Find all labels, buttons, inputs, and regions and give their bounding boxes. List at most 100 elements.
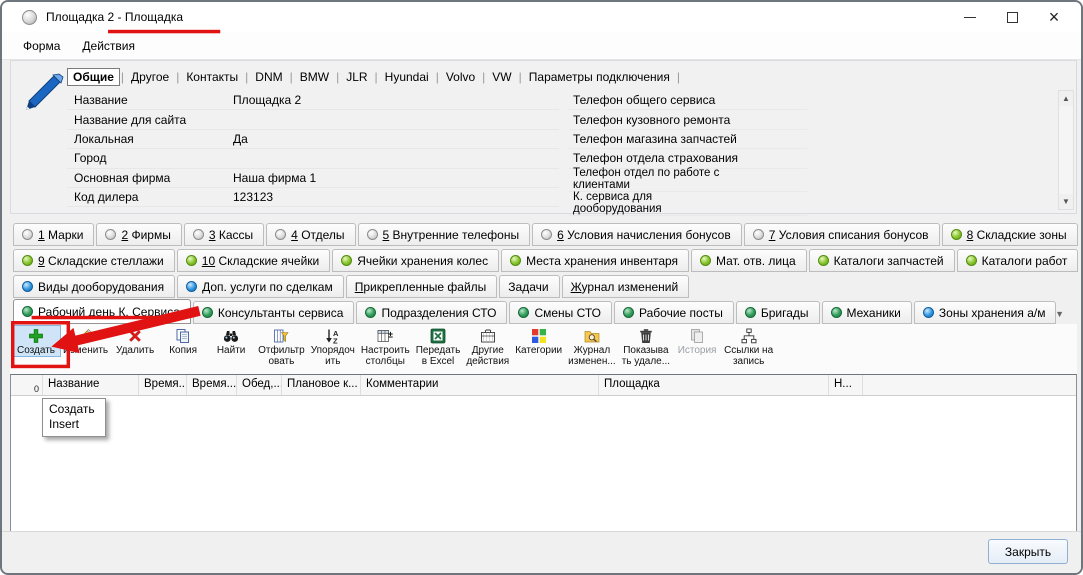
toolbar-button-label: Другие действия: [466, 345, 510, 367]
toolbar-button-excel[interactable]: Передать в Excel: [413, 326, 464, 367]
field-value[interactable]: Да: [233, 131, 248, 146]
detail-tab[interactable]: 1 Марки: [13, 223, 95, 246]
form-tab-4[interactable]: DNM: [255, 69, 283, 84]
form-tab-5[interactable]: BMW: [299, 69, 330, 84]
grid-column-header[interactable]: Обед,...: [237, 375, 282, 395]
detail-tab-text: Складские зоны: [973, 227, 1067, 242]
detail-tab[interactable]: Смены СТО: [509, 301, 613, 324]
detail-tab[interactable]: 5 Внутренние телефоны: [357, 223, 531, 246]
field-value[interactable]: 123123: [233, 190, 274, 205]
detail-tab-label: 7 Условия списания бонусов: [768, 227, 929, 242]
toolbar-button-trash[interactable]: Показыва ть удале...: [619, 326, 673, 367]
form-scrollbar[interactable]: ▲ ▼: [1058, 90, 1074, 210]
detail-tab[interactable]: 6 Условия начисления бонусов: [532, 223, 742, 246]
detail-tab[interactable]: Каталоги запчастей: [808, 249, 955, 272]
detail-tab[interactable]: Подразделения СТО: [356, 301, 508, 324]
form-tab-1[interactable]: Общие: [67, 67, 120, 86]
close-form-button[interactable]: Закрыть: [988, 539, 1068, 564]
grid-toolbar: Создать Изменить Удалить Копия Найти Отфильтр…: [10, 324, 1077, 374]
grid-column-header[interactable]: Время...: [187, 375, 237, 395]
form-tab-10[interactable]: Параметры подключения: [528, 69, 670, 84]
toolbar-button-links[interactable]: Ссылки на запись: [721, 326, 776, 367]
detail-tab-text: Мат. отв. лица: [716, 253, 796, 268]
toolbar-button-filter[interactable]: Отфильтр овать: [255, 326, 308, 367]
grid-column-header[interactable]: Площадка: [599, 375, 829, 395]
detail-tab[interactable]: 4 Отделы: [266, 223, 356, 246]
grid-column-header[interactable]: 0: [11, 375, 43, 395]
grid-column-header[interactable]: Комментарии: [361, 375, 599, 395]
tab-divider: |: [518, 69, 522, 84]
field-label: Телефон отдела страхования: [573, 151, 739, 166]
detail-tab-label: Рабочие посты: [639, 306, 723, 320]
toolbar-button-delete[interactable]: Удалить: [111, 326, 159, 356]
toolbar-button-pencil[interactable]: Изменить: [60, 326, 111, 356]
toolbar-button-plus[interactable]: Создать: [11, 325, 61, 357]
detail-tab[interactable]: Рабочий день К. Сервиса: [13, 299, 191, 324]
detail-tab-label: 4 Отделы: [291, 227, 345, 242]
detail-tab[interactable]: Прикрепленные файлы: [345, 275, 498, 298]
scroll-down-icon[interactable]: ▼: [1059, 194, 1073, 209]
field-label: Основная фирма: [74, 170, 171, 185]
menu-item-forma[interactable]: Форма: [23, 38, 61, 53]
toolbar-button-binoculars[interactable]: Найти: [207, 326, 255, 356]
grid-column-header[interactable]: Название: [43, 375, 139, 395]
form-tab-8[interactable]: Volvo: [445, 69, 476, 84]
detail-tab[interactable]: 2 Фирмы: [96, 223, 182, 246]
tab-overflow-icon[interactable]: ▼: [1055, 309, 1064, 319]
toolbar-button-columns[interactable]: ± Настроить столбцы: [358, 326, 413, 368]
detail-tab-text: Доп. услуги по сделкам: [202, 279, 333, 294]
detail-tab-text: Каталоги работ: [981, 253, 1068, 268]
detail-tab[interactable]: 10 Складские ячейки: [176, 249, 331, 272]
toolbar-button-label: История: [677, 345, 717, 356]
green-circle-icon: [185, 255, 197, 266]
detail-tab[interactable]: Ячейки хранения колес: [332, 249, 500, 272]
minimize-button[interactable]: [949, 2, 991, 32]
detail-tab[interactable]: Механики: [821, 301, 912, 324]
form-tab-7[interactable]: Hyundai: [384, 69, 429, 84]
detail-tab[interactable]: Места хранения инвентаря: [501, 249, 690, 272]
toolbar-button-actions[interactable]: Другие действия: [463, 326, 512, 367]
detail-tab[interactable]: Зоны хранения а/м: [913, 301, 1057, 324]
toolbar-button-journal[interactable]: Журнал изменен...: [565, 326, 619, 367]
pen-icon: [26, 73, 64, 110]
maximize-button[interactable]: [991, 2, 1033, 32]
form-field-row: Телефон отдел по работе с клиентами: [569, 168, 807, 193]
detail-tab[interactable]: Виды дооборудования: [13, 275, 176, 298]
detail-tab[interactable]: 8 Складские зоны: [941, 223, 1078, 246]
detail-tab[interactable]: Бригады: [735, 301, 820, 324]
detail-tab-text: Задачи: [508, 279, 549, 294]
detail-tab[interactable]: Рабочие посты: [614, 301, 734, 324]
grid-column-header[interactable]: Время...: [139, 375, 187, 395]
field-value[interactable]: Площадка 2: [233, 93, 302, 108]
app-icon: [22, 9, 37, 25]
detail-tab-text: Консультанты сервиса: [217, 305, 344, 320]
form-tab-9[interactable]: VW: [492, 69, 512, 84]
detail-tab-label: Задачи: [508, 280, 548, 294]
field-value[interactable]: Наша фирма 1: [233, 170, 317, 185]
form-tab-3[interactable]: Контакты: [186, 69, 239, 84]
detail-tab[interactable]: Каталоги работ: [956, 249, 1079, 272]
detail-tab[interactable]: Журнал изменений: [561, 275, 690, 298]
scroll-up-icon[interactable]: ▲: [1059, 91, 1073, 106]
detail-tab[interactable]: Задачи: [499, 275, 560, 298]
blue-circle-icon: [922, 307, 934, 318]
detail-tab-text: Подразделения СТО: [381, 305, 497, 320]
form-tab-2[interactable]: Другое: [131, 69, 170, 84]
menu-item-deystviya[interactable]: Действия: [82, 38, 135, 53]
detail-tab[interactable]: Консультанты сервиса: [192, 301, 355, 324]
detail-tab[interactable]: Доп. услуги по сделкам: [177, 275, 344, 298]
field-label: К. сервиса для дооборудования: [573, 191, 662, 215]
grid-column-header[interactable]: Плановое к...: [282, 375, 361, 395]
darkgreen-circle-icon: [744, 307, 756, 318]
toolbar-button-categories[interactable]: Категории: [512, 326, 565, 356]
form-tab-6[interactable]: JLR: [346, 69, 368, 84]
detail-tab[interactable]: 7 Условия списания бонусов: [743, 223, 940, 246]
detail-tab[interactable]: 9 Складские стеллажи: [13, 249, 175, 272]
detail-tab[interactable]: 3 Кассы: [183, 223, 265, 246]
tab-divider: |: [336, 69, 340, 84]
detail-tab[interactable]: Мат. отв. лица: [691, 249, 807, 272]
close-icon[interactable]: ×: [1048, 7, 1060, 27]
toolbar-button-sort[interactable]: A Z Упорядоч ить: [308, 326, 358, 367]
toolbar-button-copy[interactable]: Копия: [159, 326, 207, 356]
grid-column-header[interactable]: Н...: [829, 375, 863, 395]
